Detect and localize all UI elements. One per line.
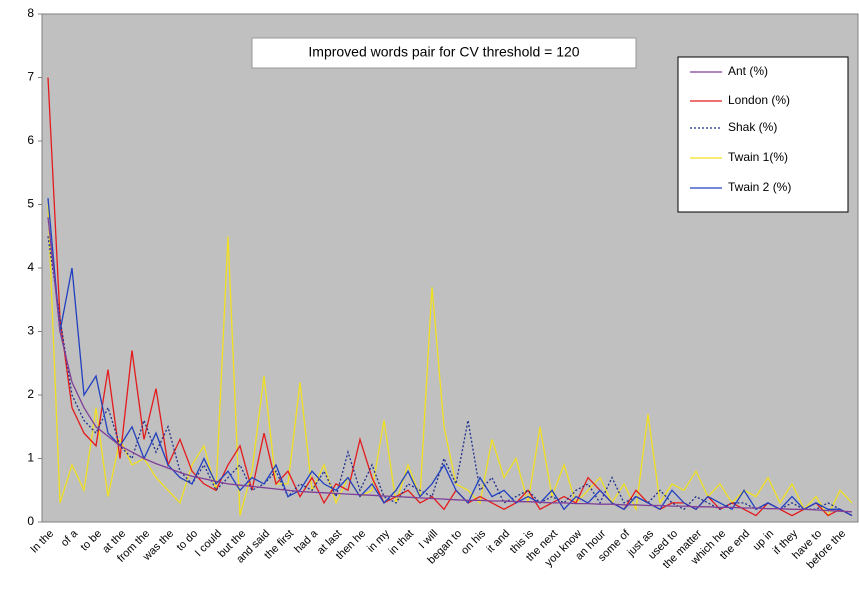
series-lines (47, 77, 853, 517)
x-tick-label: In the (28, 528, 56, 556)
y-tick-label: 4 (27, 260, 34, 274)
chart-title: Improved words pair for CV threshold = 1… (308, 44, 579, 60)
x-tick-label: on his (459, 527, 489, 557)
x-tick-label: in that (386, 528, 416, 558)
series-line (47, 198, 853, 517)
y-tick-label: 1 (27, 451, 34, 465)
x-tick-label: of a (59, 527, 81, 549)
title-box (251, 37, 637, 69)
y-tick-label: 8 (27, 6, 34, 20)
x-tick-label: to be (78, 528, 104, 554)
y-tick-label: 2 (27, 387, 34, 401)
x-tick-label: it and (485, 528, 513, 556)
legend-label: Shak (%) (728, 120, 777, 134)
y-tick-label: 0 (27, 514, 34, 528)
series-line (47, 204, 853, 517)
legend-label: Twain 1(%) (728, 150, 788, 164)
y-tick-label: 5 (27, 197, 34, 211)
legend-label: Twain 2 (%) (728, 180, 791, 194)
legend-label: Ant (%) (728, 64, 768, 78)
series-line (47, 217, 853, 513)
series-line (47, 236, 853, 517)
y-tick-label: 6 (27, 133, 34, 147)
y-tick-label: 7 (27, 70, 34, 84)
y-tick-label: 3 (27, 324, 34, 338)
legend (677, 56, 849, 213)
legend-label: London (%) (728, 93, 790, 107)
